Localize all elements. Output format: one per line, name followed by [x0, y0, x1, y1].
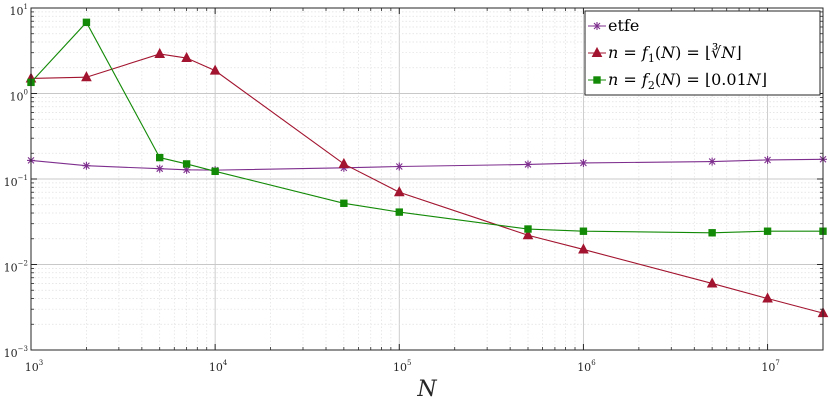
legend-label: n = f1(N) = ⌊∛N⌋	[608, 43, 742, 65]
legend-entry-2: n = f1(N) = ⌊∛N⌋	[588, 43, 742, 65]
legend-label-part: n	[608, 70, 618, 89]
x-tick-label: 107	[761, 359, 779, 374]
series-1-point	[82, 161, 91, 170]
series-2-line	[30, 53, 824, 314]
x-axis-label: N	[416, 377, 437, 402]
series-3-point	[524, 225, 532, 233]
series-2-point	[706, 277, 718, 288]
legend-label-part: ⌋	[735, 43, 741, 62]
series-1-point	[579, 158, 588, 167]
series-2-point	[578, 243, 589, 254]
star-stroke	[83, 162, 90, 170]
legend-label-part: N	[660, 70, 676, 89]
legend-entry-1: etfe	[588, 16, 639, 35]
series-3-point	[763, 227, 772, 235]
series-1-point	[763, 155, 772, 164]
legend-entry-3: n = f2(N) = ⌊0.01N⌋	[588, 70, 767, 92]
x-tick-label: 104	[209, 359, 228, 374]
series-2-point	[338, 157, 350, 168]
x-tick-label: 105	[393, 359, 411, 374]
legend-label: etfe	[608, 16, 639, 35]
legend-box	[584, 10, 821, 96]
x-tick-label: 103	[25, 359, 43, 374]
series-3-line	[30, 21, 823, 234]
legend-label-part: ⌋	[761, 70, 767, 89]
series-2-point	[762, 292, 773, 303]
legend-label-part: f	[641, 43, 651, 62]
star-stroke	[183, 166, 191, 174]
legend-swatch-marker	[593, 22, 601, 30]
legend-label-part: etfe	[608, 16, 639, 35]
legend-label: n = f2(N) = ⌊0.01N⌋	[608, 70, 767, 92]
star-stroke	[524, 161, 532, 168]
legend-label-part: (	[655, 70, 661, 89]
legend-label-part: ) = ⌊∛	[675, 43, 721, 62]
series-1	[27, 155, 827, 175]
legend-label-part: =	[618, 70, 642, 89]
star-stroke	[764, 156, 771, 164]
series-2-point	[209, 64, 221, 75]
series-3-point	[211, 167, 219, 176]
legend-label-part: n	[608, 43, 618, 62]
series-3-point	[579, 227, 588, 235]
series-3-point	[340, 199, 348, 207]
series-2-point	[81, 71, 92, 82]
series-1-point	[708, 157, 717, 166]
series-1-point	[523, 160, 532, 169]
legend-label-part: N	[720, 43, 736, 62]
legend-label-part: ) = ⌊0.01	[675, 70, 747, 89]
series-2-point	[181, 51, 192, 63]
y-tick-label: 10−1	[4, 174, 28, 189]
y-tick-label: 10−3	[4, 345, 28, 360]
series-3-point	[82, 18, 91, 27]
legend-label-part: (	[655, 43, 661, 62]
legend-label-part: N	[746, 70, 762, 89]
series-2-point	[393, 186, 405, 197]
star-stroke	[156, 165, 164, 173]
series-2-point	[154, 47, 166, 58]
star-stroke	[395, 163, 403, 170]
y-tick-label: 10−2	[4, 260, 28, 275]
series-1-point	[395, 162, 404, 171]
series-2-point	[522, 229, 534, 240]
legend-swatch-marker	[593, 76, 601, 84]
legend-swatch-marker	[591, 46, 603, 57]
legend-label-part: N	[660, 43, 676, 62]
axis-ticks: 103 104 105 106 107 10−3 10−2 10−1 100 101	[4, 3, 824, 374]
series-3-point	[182, 160, 191, 168]
star-stroke	[580, 159, 587, 167]
series-1-point	[155, 164, 164, 173]
series-3-point	[708, 229, 716, 237]
legend-label-part: f	[641, 70, 651, 89]
y-tick-label: 100	[10, 89, 28, 104]
star-stroke	[708, 158, 716, 165]
legend-label-part: 1	[648, 52, 655, 65]
legend-label-part: =	[618, 43, 642, 62]
series-1-line	[30, 158, 824, 171]
series-3-point	[395, 208, 403, 216]
y-tick-label: 101	[10, 3, 28, 18]
x-tick-label: 106	[577, 359, 596, 374]
legend-label-part: 2	[648, 79, 655, 92]
series-3-point	[156, 153, 164, 162]
star-stroke	[593, 22, 601, 30]
